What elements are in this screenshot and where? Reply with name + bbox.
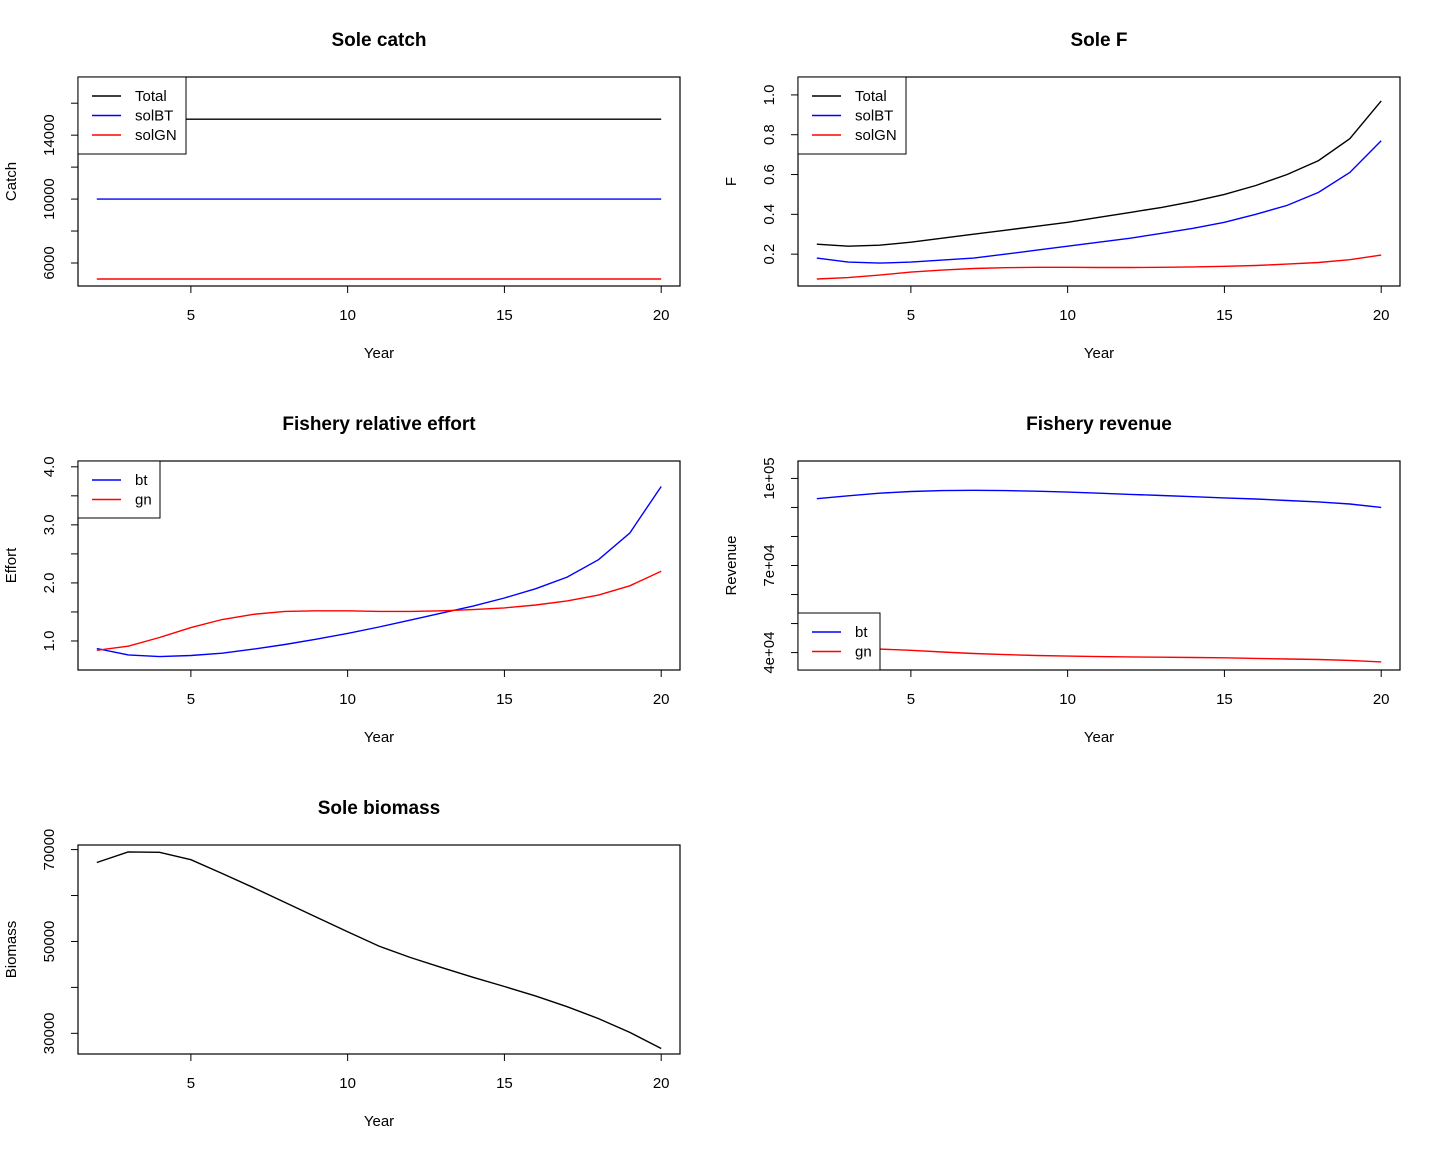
y-axis-label: Biomass (3, 921, 20, 979)
legend-label: solGN (855, 127, 897, 144)
chart-panel: Fishery revenue 5 10 15 20 Year 4e+04 7e+04 1e+0… (723, 414, 1401, 746)
chart-panel: Fishery relative effort 5 10 15 20 Year 1.0 2.0… (3, 414, 681, 746)
x-tick-label: 20 (1373, 307, 1390, 324)
y-tick-label: 1.0 (761, 84, 778, 105)
legend-label: Total (135, 88, 167, 105)
y-tick-label: 0.4 (761, 204, 778, 225)
x-tick-label: 15 (1216, 691, 1233, 708)
series-line-biomass (96, 851, 662, 1050)
x-tick-label: 5 (187, 307, 195, 324)
x-axis-label: Year (364, 729, 394, 746)
y-axis-label: F (723, 177, 740, 186)
x-tick-label: 10 (1059, 307, 1076, 324)
series-line-solBT (816, 140, 1382, 264)
y-tick-label: 10000 (41, 178, 58, 220)
series-line-solGN (816, 254, 1382, 280)
x-tick-label: 10 (339, 307, 356, 324)
series-line-gn (96, 570, 662, 651)
y-axis-label: Effort (3, 547, 20, 583)
y-tick-label: 6000 (41, 246, 58, 279)
x-tick-label: 15 (1216, 307, 1233, 324)
x-tick-label: 5 (187, 1075, 195, 1092)
y-tick-label: 0.2 (761, 244, 778, 265)
chart-title: Sole biomass (318, 798, 441, 819)
y-tick-label: 1e+05 (761, 457, 778, 499)
chart-title: Fishery revenue (1026, 414, 1172, 435)
legend-label: bt (855, 624, 868, 641)
x-tick-label: 20 (1373, 691, 1390, 708)
x-tick-label: 10 (339, 1075, 356, 1092)
x-tick-label: 15 (496, 1075, 513, 1092)
legend: bt gn (77, 460, 161, 519)
y-tick-label: 2.0 (41, 572, 58, 593)
x-tick-label: 20 (653, 307, 670, 324)
y-axis-label: Catch (3, 162, 20, 201)
y-tick-label: 0.6 (761, 164, 778, 185)
x-tick-label: 5 (907, 691, 915, 708)
x-axis-label: Year (1084, 345, 1114, 362)
legend-label: solBT (135, 108, 173, 125)
x-axis-label: Year (364, 345, 394, 362)
series-line-bt (816, 489, 1382, 509)
chart-panel: Sole F 5 10 15 20 Year 0.2 0.4 0.6 0.8 1.0 F Total so… (723, 30, 1401, 362)
x-tick-label: 5 (907, 307, 915, 324)
legend-label: bt (135, 472, 148, 489)
legend-label: solBT (855, 108, 893, 125)
legend-label: solGN (135, 127, 177, 144)
x-axis-label: Year (1084, 729, 1114, 746)
chart-title: Fishery relative effort (282, 414, 476, 435)
y-tick-label: 0.8 (761, 124, 778, 145)
x-tick-label: 10 (339, 691, 356, 708)
y-tick-label: 4e+04 (761, 632, 778, 674)
y-tick-label: 1.0 (41, 631, 58, 652)
y-tick-label: 7e+04 (761, 544, 778, 586)
series-line-gn (816, 646, 1382, 663)
series-line-bt (96, 486, 662, 658)
legend: bt gn (797, 612, 881, 671)
legend-box (797, 612, 881, 671)
x-axis-label: Year (364, 1113, 394, 1130)
x-tick-label: 15 (496, 691, 513, 708)
chart-title: Sole F (1070, 30, 1127, 51)
x-tick-label: 10 (1059, 691, 1076, 708)
y-tick-label: 30000 (41, 1012, 58, 1054)
legend: Total solBT solGN (797, 76, 907, 155)
y-tick-label: 4.0 (41, 456, 58, 477)
x-tick-label: 20 (653, 691, 670, 708)
chart-title: Sole catch (331, 30, 426, 51)
series-line-Total (816, 100, 1382, 247)
x-tick-label: 20 (653, 1075, 670, 1092)
legend-label: gn (855, 644, 872, 661)
y-tick-label: 14000 (41, 114, 58, 156)
chart-panel: Sole biomass 5 10 15 20 Year 30000 50000 70000 Bi… (3, 798, 681, 1130)
y-tick-label: 70000 (41, 829, 58, 871)
chart-panel: Sole catch 5 10 15 20 Year 6000 10000 14000 Catch… (3, 30, 681, 362)
legend-label: gn (135, 492, 152, 509)
x-tick-label: 15 (496, 307, 513, 324)
y-axis-label: Revenue (723, 535, 740, 595)
x-tick-label: 5 (187, 691, 195, 708)
y-tick-label: 3.0 (41, 514, 58, 535)
plot-frame (77, 460, 681, 671)
legend-box (77, 460, 161, 519)
plot-frame (77, 844, 681, 1055)
y-tick-label: 50000 (41, 921, 58, 963)
legend: Total solBT solGN (77, 76, 187, 155)
legend-label: Total (855, 88, 887, 105)
